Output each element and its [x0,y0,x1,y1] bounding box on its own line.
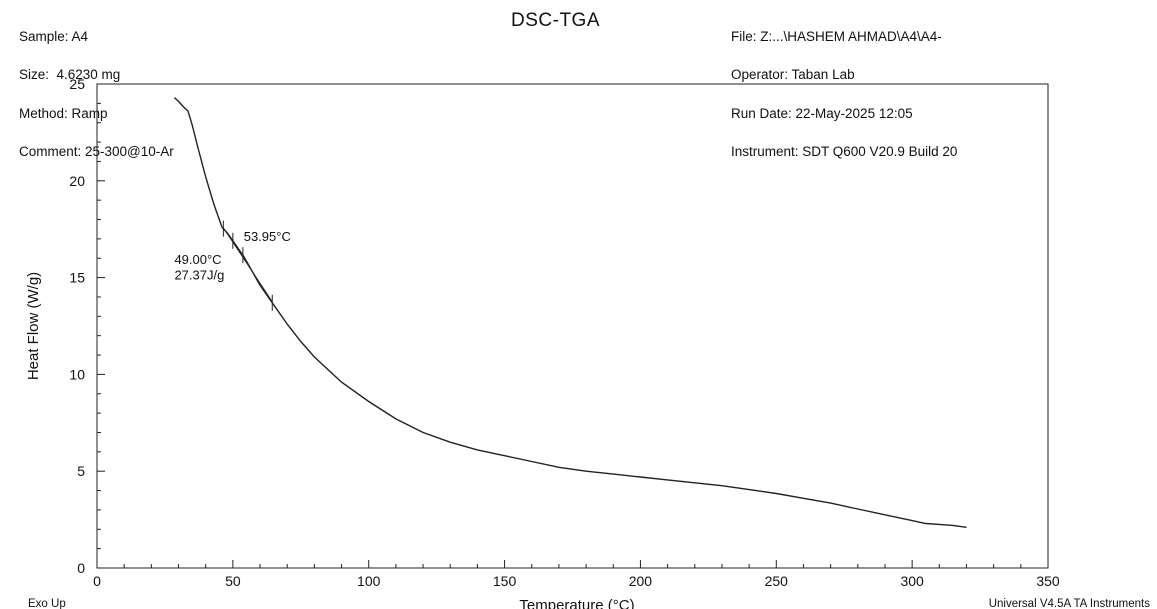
integration-marker-ticks [222,220,273,311]
peak-annotations: 53.95°C 49.00°C27.37J/g [174,229,290,283]
x-tick-label: 100 [357,573,381,589]
y-axis-label: Heat Flow (W/g) [25,272,42,380]
x-axis-label: Temperature (°C) [519,597,634,609]
x-tick-label: 50 [225,573,241,589]
exo-up-label: Exo Up [28,598,66,609]
y-tick-label: 15 [69,270,85,286]
method-line: Method: Ramp [19,105,108,121]
instrument-line: Instrument: SDT Q600 V20.9 Build 20 [731,143,958,159]
peak-annotation: 27.37J/g [174,268,224,283]
y-tick-label: 5 [77,463,85,479]
run-info: File: Z:...\HASHEM AHMAD\A4\A4- Operator… [731,4,957,170]
comment-line: Comment: 25-300@10-Ar [19,143,174,159]
plot-frame [96,83,1049,569]
operator-line: Operator: Taban Lab [731,67,855,83]
y-tick-label: 25 [69,76,85,92]
x-tick-label: 200 [629,573,653,589]
x-tick-label: 0 [93,573,101,589]
run-date-line: Run Date: 22-May-2025 12:05 [731,105,913,121]
sample-line: Sample: A4 [19,29,89,44]
x-tick-label: 150 [493,573,517,589]
integration-baseline [222,227,273,303]
y-tick-label: 20 [69,173,85,189]
x-tick-label: 300 [900,573,924,589]
heat-flow-curve [173,97,967,528]
x-tick-label: 250 [765,573,789,589]
size-line: Size: 4.6230 mg [19,67,121,83]
software-credit: Universal V4.5A TA Instruments [989,598,1151,609]
peak-annotation: 53.95°C [244,229,291,244]
file-line: File: Z:...\HASHEM AHMAD\A4\A4- [731,29,942,44]
y-tick-label: 10 [69,366,85,382]
axis-tick-labels: 0 50 100 150 200 250 300 350 0 5 10 15 20 25 [69,76,1059,589]
x-tick-label: 350 [1036,573,1060,589]
peak-annotation: 49.00°C [174,252,221,267]
chart-title: DSC-TGA [511,10,600,31]
axis-ticks [96,83,1049,569]
sample-info: Sample: A4 Size: 4.6230 mg Method: Ramp … [19,4,174,170]
y-tick-label: 0 [77,560,85,576]
